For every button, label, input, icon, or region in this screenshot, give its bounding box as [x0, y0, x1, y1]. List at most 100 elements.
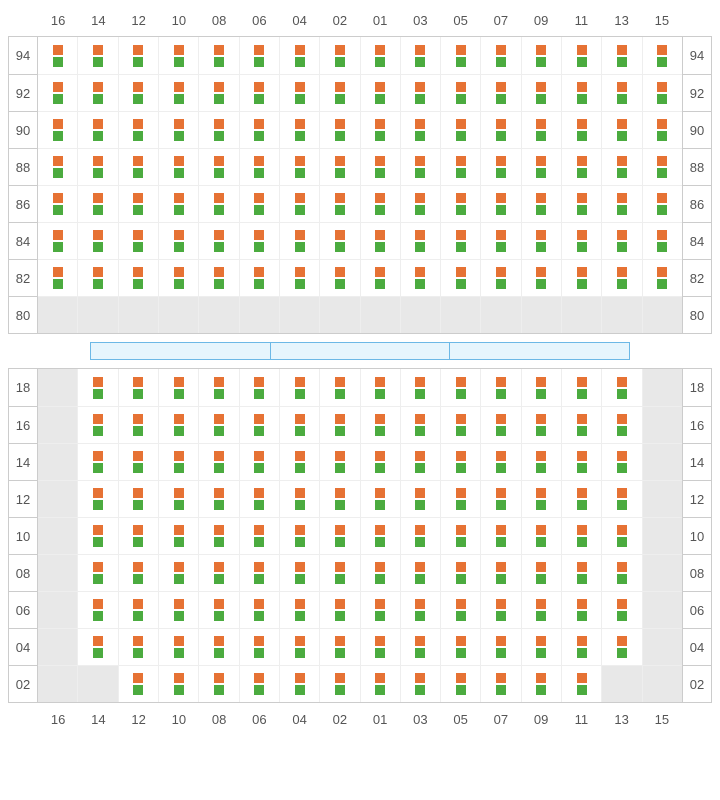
seat-cell[interactable]: [400, 517, 440, 554]
seat-cell[interactable]: [601, 480, 641, 517]
seat-cell[interactable]: [118, 554, 158, 591]
seat-cell[interactable]: [360, 517, 400, 554]
seat-cell[interactable]: [239, 369, 279, 406]
seat-cell[interactable]: [440, 148, 480, 185]
seat-cell[interactable]: [561, 222, 601, 259]
seat-cell[interactable]: [198, 369, 238, 406]
seat-cell[interactable]: [360, 111, 400, 148]
seat-cell[interactable]: [38, 148, 77, 185]
seat-cell[interactable]: [118, 259, 158, 296]
seat-cell[interactable]: [118, 111, 158, 148]
seat-cell[interactable]: [601, 37, 641, 74]
seat-cell[interactable]: [561, 628, 601, 665]
seat-cell[interactable]: [77, 406, 117, 443]
seat-cell[interactable]: [239, 185, 279, 222]
seat-cell[interactable]: [601, 148, 641, 185]
seat-cell[interactable]: [601, 628, 641, 665]
seat-cell[interactable]: [38, 222, 77, 259]
seat-cell[interactable]: [601, 517, 641, 554]
seat-cell[interactable]: [158, 443, 198, 480]
seat-cell[interactable]: [239, 406, 279, 443]
seat-cell[interactable]: [239, 554, 279, 591]
seat-cell[interactable]: [360, 369, 400, 406]
seat-cell[interactable]: [601, 185, 641, 222]
seat-cell[interactable]: [480, 37, 520, 74]
seat-cell[interactable]: [279, 185, 319, 222]
seat-cell[interactable]: [279, 74, 319, 111]
seat-cell[interactable]: [480, 517, 520, 554]
seat-cell[interactable]: [158, 148, 198, 185]
seat-cell[interactable]: [279, 111, 319, 148]
seat-cell[interactable]: [319, 628, 359, 665]
seat-cell[interactable]: [400, 37, 440, 74]
seat-cell[interactable]: [158, 111, 198, 148]
seat-cell[interactable]: [198, 628, 238, 665]
seat-cell[interactable]: [400, 259, 440, 296]
seat-cell[interactable]: [400, 480, 440, 517]
seat-cell[interactable]: [440, 222, 480, 259]
seat-cell[interactable]: [400, 406, 440, 443]
seat-cell[interactable]: [158, 591, 198, 628]
seat-cell[interactable]: [440, 406, 480, 443]
seat-cell[interactable]: [77, 111, 117, 148]
seat-cell[interactable]: [601, 74, 641, 111]
seat-cell[interactable]: [239, 517, 279, 554]
seat-cell[interactable]: [440, 443, 480, 480]
seat-cell[interactable]: [561, 554, 601, 591]
seat-cell[interactable]: [480, 259, 520, 296]
seat-cell[interactable]: [158, 554, 198, 591]
seat-cell[interactable]: [360, 591, 400, 628]
seat-cell[interactable]: [77, 443, 117, 480]
seat-cell[interactable]: [561, 406, 601, 443]
seat-cell[interactable]: [239, 259, 279, 296]
seat-cell[interactable]: [480, 369, 520, 406]
seat-cell[interactable]: [561, 369, 601, 406]
seat-cell[interactable]: [198, 406, 238, 443]
seat-cell[interactable]: [521, 480, 561, 517]
seat-cell[interactable]: [77, 148, 117, 185]
seat-cell[interactable]: [239, 591, 279, 628]
seat-cell[interactable]: [601, 369, 641, 406]
seat-cell[interactable]: [440, 74, 480, 111]
seat-cell[interactable]: [480, 111, 520, 148]
seat-cell[interactable]: [319, 517, 359, 554]
seat-cell[interactable]: [480, 591, 520, 628]
seat-cell[interactable]: [480, 554, 520, 591]
seat-cell[interactable]: [521, 37, 561, 74]
seat-cell[interactable]: [319, 259, 359, 296]
seat-cell[interactable]: [279, 480, 319, 517]
seat-cell[interactable]: [319, 222, 359, 259]
seat-cell[interactable]: [239, 480, 279, 517]
seat-cell[interactable]: [480, 443, 520, 480]
seat-cell[interactable]: [601, 443, 641, 480]
seat-cell[interactable]: [239, 148, 279, 185]
seat-cell[interactable]: [480, 480, 520, 517]
seat-cell[interactable]: [158, 74, 198, 111]
seat-cell[interactable]: [77, 628, 117, 665]
seat-cell[interactable]: [521, 222, 561, 259]
seat-cell[interactable]: [521, 665, 561, 702]
seat-cell[interactable]: [360, 222, 400, 259]
seat-cell[interactable]: [158, 665, 198, 702]
seat-cell[interactable]: [198, 591, 238, 628]
seat-cell[interactable]: [360, 480, 400, 517]
seat-cell[interactable]: [561, 37, 601, 74]
seat-cell[interactable]: [198, 517, 238, 554]
seat-cell[interactable]: [440, 628, 480, 665]
seat-cell[interactable]: [521, 554, 561, 591]
seat-cell[interactable]: [480, 185, 520, 222]
seat-cell[interactable]: [319, 111, 359, 148]
seat-cell[interactable]: [360, 74, 400, 111]
seat-cell[interactable]: [77, 554, 117, 591]
seat-cell[interactable]: [400, 443, 440, 480]
seat-cell[interactable]: [319, 369, 359, 406]
seat-cell[interactable]: [77, 222, 117, 259]
seat-cell[interactable]: [440, 185, 480, 222]
seat-cell[interactable]: [360, 443, 400, 480]
seat-cell[interactable]: [319, 406, 359, 443]
seat-cell[interactable]: [480, 222, 520, 259]
seat-cell[interactable]: [319, 185, 359, 222]
seat-cell[interactable]: [480, 628, 520, 665]
seat-cell[interactable]: [521, 259, 561, 296]
seat-cell[interactable]: [601, 591, 641, 628]
